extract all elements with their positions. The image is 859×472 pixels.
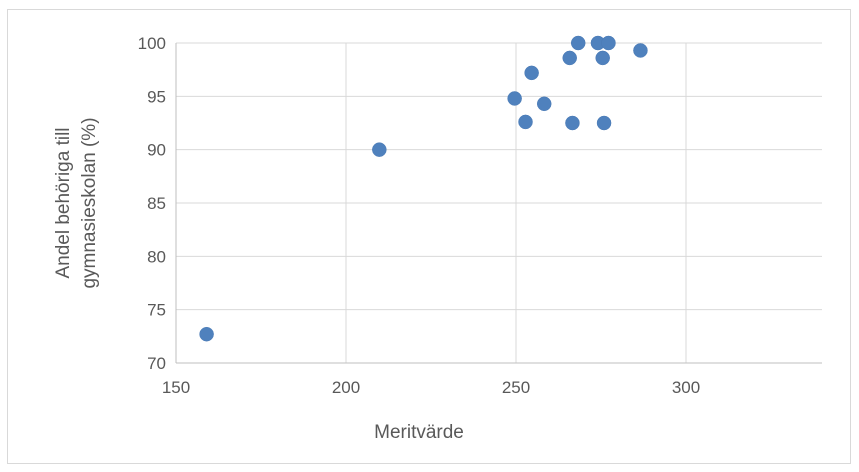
y-axis-title-line-1: Andel behöriga till — [53, 127, 74, 278]
y-axis-title-line-2: gymnasieskolan (%) — [79, 117, 100, 288]
y-tick-label: 70 — [147, 354, 166, 373]
y-tick-label: 80 — [147, 247, 166, 266]
data-point — [524, 65, 539, 81]
data-point — [601, 35, 616, 51]
x-tick-label: 250 — [502, 378, 530, 397]
data-point — [565, 115, 580, 131]
x-tick-labels: 150 200 250 300 — [162, 378, 700, 397]
y-tick-label: 75 — [147, 301, 166, 320]
x-tick-label: 150 — [162, 378, 190, 397]
x-tick-label: 300 — [672, 378, 700, 397]
data-point — [633, 43, 648, 58]
y-tick-label: 100 — [138, 34, 166, 53]
data-point — [570, 35, 586, 51]
data-point — [518, 114, 533, 130]
data-point — [372, 142, 387, 157]
data-point — [596, 115, 612, 131]
data-points — [199, 35, 648, 342]
y-tick-label: 95 — [147, 87, 166, 106]
x-axis-title: Meritvärde — [374, 422, 464, 443]
x-tick-label: 200 — [332, 378, 360, 397]
data-point — [199, 326, 214, 342]
axes — [175, 43, 822, 364]
data-point — [536, 96, 552, 112]
data-point — [507, 91, 522, 106]
y-axis-title: Andel behöriga till gymnasieskolan (%) — [53, 117, 100, 288]
grid-lines — [176, 42, 822, 363]
y-tick-labels: 70 75 80 85 90 95 100 — [138, 34, 166, 373]
chart-frame: 150 200 250 300 70 75 80 85 90 95 100 Meritvärde … — [7, 9, 851, 464]
data-point — [595, 50, 610, 66]
y-tick-label: 90 — [147, 141, 166, 160]
y-tick-label: 85 — [147, 194, 166, 213]
data-point — [562, 50, 577, 66]
